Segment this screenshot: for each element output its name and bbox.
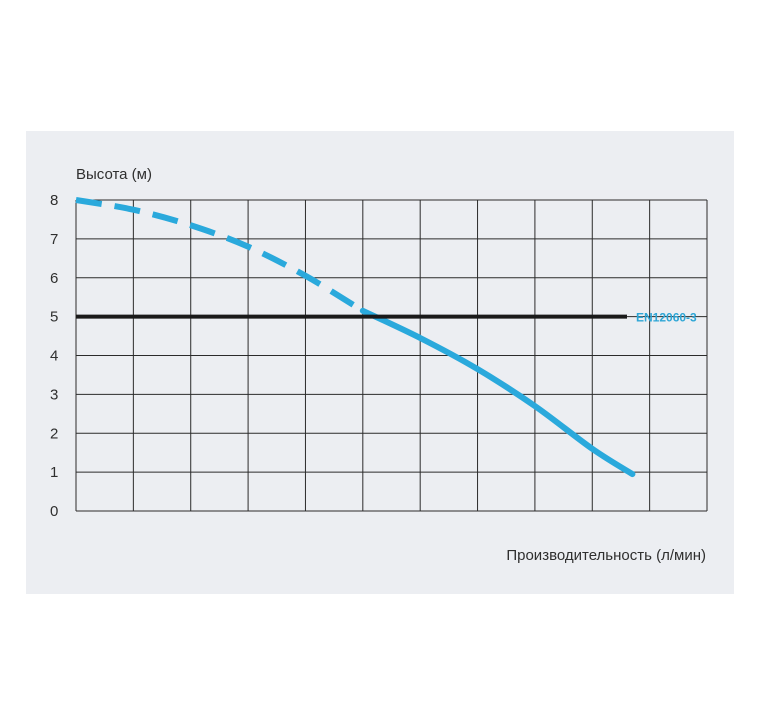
chart-panel: Высота (м) 0 1 2 3 4 5 6 7 8 EN12060-3 Производи… bbox=[26, 131, 734, 594]
reference-line-group: EN12060-3 bbox=[76, 311, 697, 325]
dashed-series-line bbox=[75, 197, 365, 314]
y-tick-label: 8 bbox=[50, 192, 58, 209]
reference-line-label: EN12060-3 bbox=[636, 311, 697, 325]
y-tick-label: 6 bbox=[50, 270, 58, 287]
y-tick-label: 3 bbox=[50, 386, 58, 403]
series bbox=[75, 197, 636, 478]
y-tick-label: 0 bbox=[50, 503, 58, 520]
y-tick-labels: 0 1 2 3 4 5 6 7 8 bbox=[50, 192, 58, 520]
y-tick-label: 4 bbox=[50, 348, 58, 365]
pump-performance-chart: Высота (м) 0 1 2 3 4 5 6 7 8 EN12060-3 Производи… bbox=[50, 166, 708, 564]
y-tick-label: 2 bbox=[50, 425, 58, 442]
y-tick-label: 5 bbox=[50, 309, 58, 326]
y-tick-label: 7 bbox=[50, 231, 58, 248]
x-axis-label: Производительность (л/мин) bbox=[506, 547, 706, 564]
y-tick-label: 1 bbox=[50, 464, 58, 481]
solid-series-line bbox=[359, 307, 636, 478]
y-axis-label: Высота (м) bbox=[76, 166, 152, 183]
